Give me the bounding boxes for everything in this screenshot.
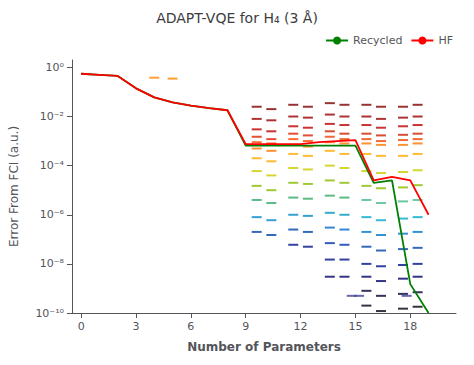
svg-text:10⁻⁸: 10⁻⁸	[40, 257, 65, 270]
svg-text:12: 12	[294, 320, 308, 333]
svg-text:15: 15	[348, 320, 362, 333]
svg-text:6: 6	[187, 320, 194, 333]
svg-text:Recycled: Recycled	[353, 34, 402, 47]
svg-text:3: 3	[133, 320, 140, 333]
svg-text:10⁰: 10⁰	[46, 61, 65, 74]
svg-text:9: 9	[242, 320, 249, 333]
svg-text:ADAPT-VQE for H₄ (3 Å): ADAPT-VQE for H₄ (3 Å)	[156, 10, 318, 26]
svg-text:HF: HF	[438, 34, 453, 47]
svg-text:10⁻⁶: 10⁻⁶	[40, 208, 65, 221]
svg-text:18: 18	[403, 320, 417, 333]
svg-text:Error From FCI (a.u.): Error From FCI (a.u.)	[7, 126, 21, 247]
svg-text:0: 0	[78, 320, 85, 333]
svg-text:10⁻²: 10⁻²	[40, 110, 64, 123]
svg-text:10⁻¹⁰: 10⁻¹⁰	[35, 307, 64, 320]
svg-text:10⁻⁴: 10⁻⁴	[40, 159, 65, 172]
svg-text:Number of Parameters: Number of Parameters	[187, 340, 341, 354]
